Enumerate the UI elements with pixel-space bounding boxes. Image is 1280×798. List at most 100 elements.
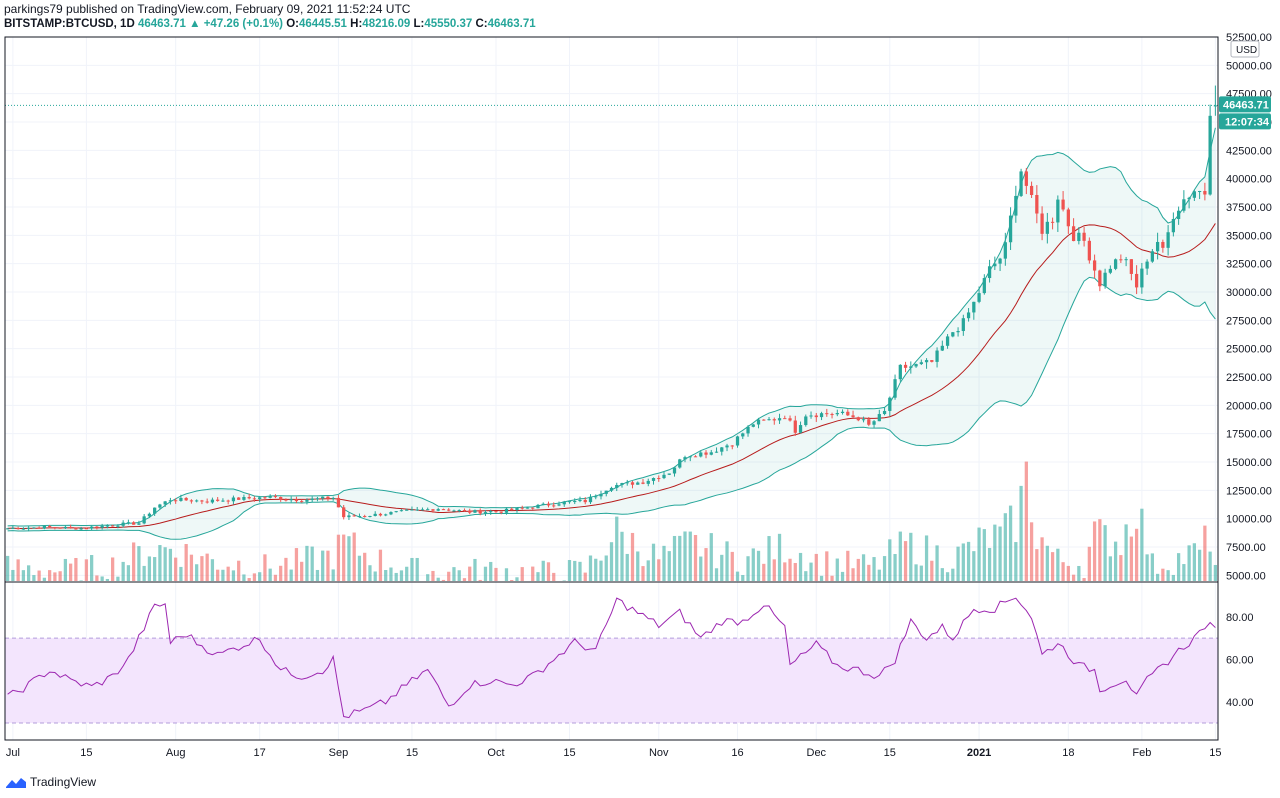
volume-bar [945, 572, 950, 581]
candle-body [756, 419, 761, 425]
symbol-legend[interactable]: BITSTAMP:BTCUSD, 1D 46463.71 ▲ +47.26 (+… [4, 17, 536, 32]
rsi-tick-label: 60.00 [1226, 654, 1254, 666]
candle-body [1182, 199, 1186, 211]
volume-bar [788, 558, 792, 581]
volume-bar [347, 536, 351, 581]
volume-bar [189, 554, 194, 581]
candle-body [1213, 105, 1218, 107]
candle-body [132, 522, 136, 525]
candle-body [462, 510, 467, 512]
volume-bar [562, 580, 566, 581]
candle-body [342, 507, 346, 518]
volume-bar [641, 566, 645, 581]
candle-body [48, 525, 52, 528]
time-tick-label: 16 [731, 747, 743, 759]
volume-bar [851, 568, 855, 581]
volume-bar [42, 577, 47, 581]
volume-bar [1066, 565, 1070, 581]
volume-bar [951, 568, 955, 581]
price-tick-label: 35000.00 [1226, 230, 1272, 242]
candle-body [163, 501, 167, 505]
candle-body [357, 516, 362, 518]
volume-bar [205, 553, 209, 581]
candle-body [394, 511, 398, 513]
candle-body [583, 499, 587, 503]
volume-bar [63, 558, 68, 581]
volume-bar [1003, 513, 1007, 581]
time-tick-label: 15 [884, 747, 896, 759]
candle-body [1129, 259, 1133, 274]
volume-bar [720, 554, 724, 581]
candle-body [53, 527, 57, 529]
candle-body [856, 417, 860, 421]
volume-bar [153, 557, 157, 581]
volume-bar [32, 575, 36, 581]
volume-bar [1176, 553, 1181, 581]
candle-body [363, 516, 367, 518]
volume-bar [126, 565, 131, 581]
volume-bar [541, 560, 545, 581]
candle-body [604, 490, 608, 494]
candle-body [389, 512, 393, 515]
candle-body [95, 526, 99, 528]
volume-bar [389, 567, 393, 581]
candle-body [1098, 270, 1102, 287]
candle-body [1003, 242, 1007, 259]
candle-body [105, 525, 110, 527]
volume-bar [856, 558, 860, 581]
volume-bar [1035, 549, 1039, 581]
volume-bar [793, 562, 797, 581]
volume-bar [609, 542, 614, 581]
candle-body [273, 496, 278, 498]
candle-body [1103, 272, 1107, 287]
candle-body [158, 504, 162, 508]
volume-bar [520, 567, 524, 581]
volume-bar [231, 570, 236, 581]
candle-body [153, 507, 157, 514]
candle-body [489, 511, 493, 513]
volume-bar [368, 565, 372, 581]
brand-footer[interactable]: TradingView [6, 775, 96, 789]
candle-body [615, 484, 619, 488]
candle-body [205, 501, 209, 503]
volume-bar [877, 569, 881, 581]
candle-body [399, 510, 404, 512]
volume-bar [646, 560, 650, 581]
volume-bar [137, 546, 141, 581]
candle-body [478, 510, 482, 514]
volume-bar [210, 559, 215, 581]
candle-body [1066, 209, 1070, 227]
candle-body [977, 293, 981, 302]
candle-body [21, 528, 26, 530]
volume-bar [184, 544, 188, 581]
last-price-tag [1219, 96, 1271, 113]
time-tick-label: 18 [1062, 747, 1074, 759]
close-label: C: [475, 18, 488, 30]
price-tick-label: 17500.00 [1226, 429, 1272, 441]
volume-bar [5, 555, 10, 581]
candle-body [1145, 261, 1149, 269]
candle-body [998, 258, 1002, 264]
candle-body [636, 482, 640, 485]
volume-bar [552, 572, 556, 581]
volume-bar [578, 561, 582, 581]
candle-body [237, 497, 241, 500]
volume-bar [993, 524, 997, 581]
candle-body [441, 509, 446, 511]
volume-bar [725, 541, 729, 581]
volume-bar [462, 578, 467, 581]
candle-body [688, 456, 692, 458]
volume-bar [221, 569, 225, 581]
candle-body [420, 509, 425, 511]
candle-body [893, 379, 897, 398]
candle-body [940, 345, 944, 351]
price-tick-label: 25000.00 [1226, 344, 1272, 356]
volume-bar [704, 548, 708, 581]
volume-bar [336, 534, 341, 581]
volume-bar [688, 531, 692, 581]
volume-bar [37, 570, 41, 581]
candle-body [657, 478, 661, 480]
candle-body [735, 436, 740, 446]
volume-bar [174, 557, 178, 581]
